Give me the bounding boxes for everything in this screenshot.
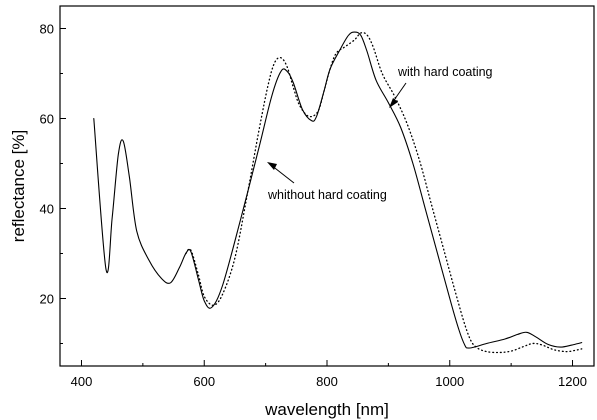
y-axis-title: reflectance [%] [9, 130, 28, 242]
annotation-with-coating: with hard coating [389, 65, 493, 108]
x-axis-title: wavelength [nm] [264, 400, 389, 419]
x-tick-label: 400 [71, 374, 93, 389]
y-tick-label: 20 [40, 292, 54, 307]
annotation-without-coating-label: whithout hard coating [267, 188, 387, 202]
annotation-without-coating-arrowhead [267, 162, 277, 170]
x-tick-label: 800 [316, 374, 338, 389]
series-line-with-hard-coating [185, 31, 583, 354]
x-tick-label: 600 [193, 374, 215, 389]
plot-frame [59, 5, 595, 367]
annotation-with-coating-arrowhead [389, 98, 398, 108]
y-tick-label: 60 [40, 112, 54, 127]
axis-tick-labels: 400 600 800 1000 1200 20 40 60 80 [40, 22, 587, 390]
x-tick-label: 1200 [558, 374, 587, 389]
x-tick-label: 1000 [435, 374, 464, 389]
data-series [93, 31, 583, 354]
y-tick-label: 40 [40, 202, 54, 217]
annotation-without-coating: whithout hard coating [267, 162, 387, 202]
y-tick-label: 80 [40, 22, 54, 37]
annotation-with-coating-label: with hard coating [397, 65, 493, 79]
axis-ticks [60, 28, 574, 366]
